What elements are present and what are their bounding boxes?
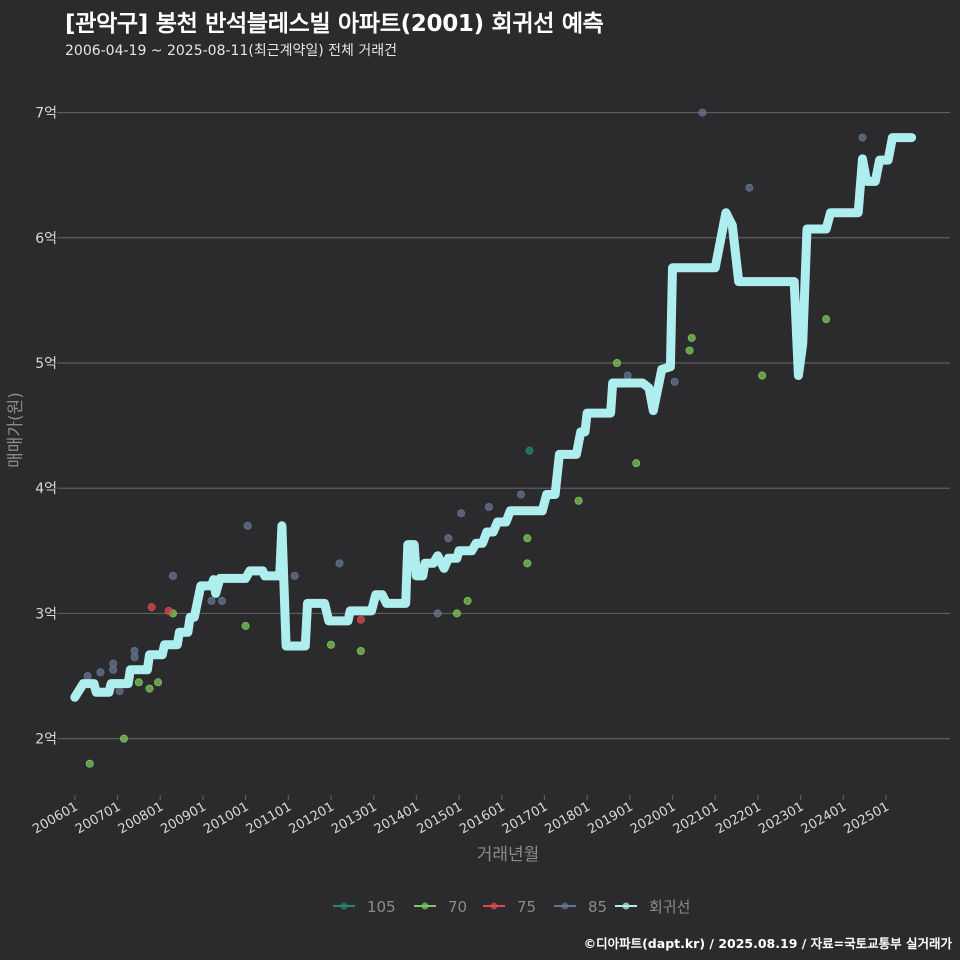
x-tick-label-0: 200601 [30, 799, 80, 837]
x-tick-label-16: 202201 [713, 799, 763, 837]
point-70-17 [687, 333, 696, 342]
point-70-7 [326, 640, 335, 649]
legend-dot-4 [622, 902, 630, 910]
regression-layer [70, 133, 917, 702]
point-70-8 [356, 647, 365, 656]
point-85-4 [115, 687, 124, 696]
point-70-4 [154, 678, 163, 687]
point-70-6 [241, 621, 250, 630]
x-axis-ticks: 2006012007012008012009012010012011012012… [30, 795, 892, 837]
x-tick-label-14: 202001 [628, 799, 678, 837]
point-85-22 [745, 183, 754, 192]
point-85-7 [168, 571, 177, 580]
x-tick-label-9: 201501 [415, 799, 465, 837]
regression-line [70, 133, 917, 702]
x-tick-label-3: 200901 [158, 799, 208, 837]
point-70-11 [523, 534, 532, 543]
point-85-0 [83, 672, 92, 681]
legend-item-70: 70 [414, 898, 467, 916]
point-75-0 [147, 603, 156, 612]
point-85-11 [290, 571, 299, 580]
legend-dot-0 [340, 902, 348, 910]
point-70-13 [574, 496, 583, 505]
y-axis-label: 매매가(원) [6, 392, 26, 468]
chart-subtitle: 2006-04-19 ~ 2025-08-11(최근계약일) 전체 거래건 [65, 43, 397, 59]
x-tick-label-7: 201301 [329, 799, 379, 837]
point-70-10 [463, 596, 472, 605]
point-70-15 [632, 459, 641, 468]
grid-lines [62, 111, 950, 740]
x-tick-label-11: 201701 [500, 799, 550, 837]
legend-item-75: 75 [483, 898, 536, 916]
x-tick-label-10: 201601 [457, 799, 507, 837]
point-85-10 [243, 521, 252, 530]
point-70-9 [452, 609, 461, 618]
y-tick-label-4: 6억 [35, 231, 57, 247]
chart-title: [관악구] 봉천 반석블레스빌 아파트(2001) 회귀선 예측 [65, 11, 604, 37]
legend-item-85: 85 [554, 898, 607, 916]
x-tick-label-17: 202301 [756, 799, 806, 837]
x-tick-label-1: 200701 [73, 799, 123, 837]
point-85-12 [335, 559, 344, 568]
point-85-20 [670, 377, 679, 386]
x-tick-label-19: 202501 [841, 799, 891, 837]
legend-label-4: 회귀선 [649, 898, 690, 916]
point-75-1 [164, 606, 173, 615]
x-tick-label-18: 202401 [799, 799, 849, 837]
point-85-6 [130, 653, 139, 662]
point-70-18 [758, 371, 767, 380]
x-tick-label-15: 202101 [671, 799, 721, 837]
x-tick-label-12: 201801 [543, 799, 593, 837]
y-tick-label-0: 2억 [35, 732, 57, 748]
point-70-1 [119, 734, 128, 743]
legend-item-105: 105 [333, 898, 396, 916]
legend: 105 70 75 85 회귀선 [333, 898, 690, 916]
point-85-8 [207, 596, 216, 605]
legend-label-3: 85 [588, 898, 607, 916]
x-axis-label: 거래년월 [477, 845, 540, 865]
y-tick-label-1: 3억 [35, 606, 57, 622]
legend-dot-1 [421, 902, 429, 910]
point-85-15 [457, 509, 466, 518]
point-85-21 [698, 108, 707, 117]
y-tick-label-5: 7억 [35, 106, 57, 122]
x-tick-label-13: 201901 [585, 799, 635, 837]
x-tick-label-5: 201101 [244, 799, 294, 837]
point-85-14 [444, 534, 453, 543]
x-tick-label-8: 201401 [372, 799, 422, 837]
legend-label-0: 105 [367, 898, 396, 916]
point-70-0 [85, 759, 94, 768]
point-70-14 [613, 358, 622, 367]
y-tick-label-3: 5억 [35, 356, 57, 372]
point-85-9 [218, 596, 227, 605]
point-70-2 [134, 678, 143, 687]
point-85-1 [96, 668, 105, 677]
legend-label-2: 75 [517, 898, 536, 916]
point-70-12 [523, 559, 532, 568]
x-tick-label-2: 200801 [116, 799, 166, 837]
legend-dot-2 [490, 902, 498, 910]
footer-credit: ©디아파트(dapt.kr) / 2025.08.19 / 자료=국토교통부 실… [583, 936, 952, 951]
point-85-13 [433, 609, 442, 618]
point-70-3 [145, 684, 154, 693]
point-85-16 [484, 502, 493, 511]
legend-dot-3 [561, 902, 569, 910]
y-tick-label-2: 4억 [35, 481, 57, 497]
point-85-17 [516, 490, 525, 499]
point-70-16 [685, 346, 694, 355]
x-tick-label-6: 201201 [286, 799, 336, 837]
y-axis-ticks: 2억 3억 4억 5억 6억 7억 [35, 106, 62, 748]
point-85-3 [109, 659, 118, 668]
point-85-23 [858, 133, 867, 142]
point-85-19 [623, 371, 632, 380]
scatter-points [83, 108, 867, 768]
point-70-19 [822, 315, 831, 324]
point-75-2 [356, 615, 365, 624]
legend-item-회귀선: 회귀선 [615, 898, 690, 916]
legend-label-1: 70 [448, 898, 467, 916]
x-tick-label-4: 201001 [201, 799, 251, 837]
point-105-0 [525, 446, 534, 455]
